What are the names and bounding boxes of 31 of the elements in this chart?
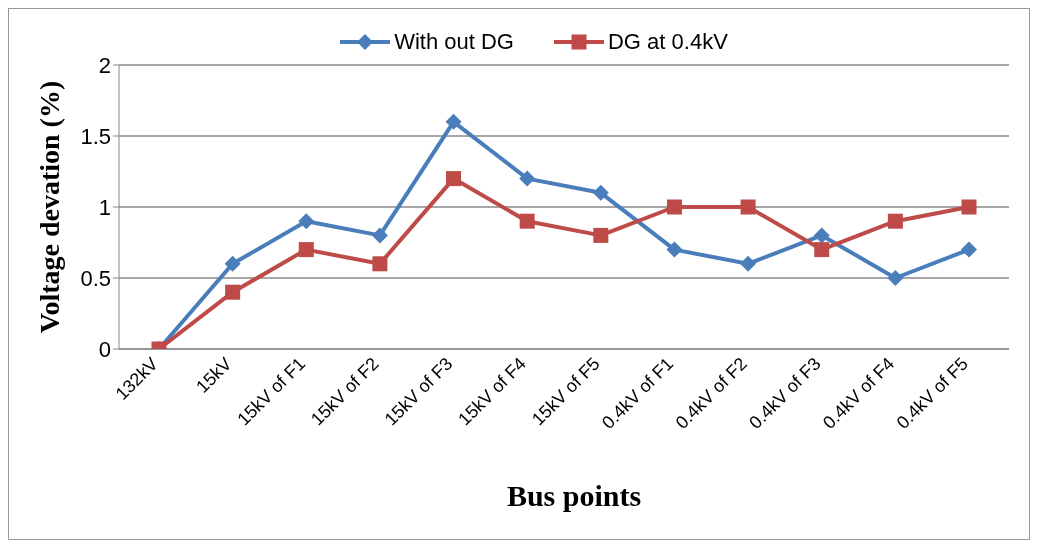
legend-label: With out DG bbox=[394, 29, 514, 55]
legend-label: DG at 0.4kV bbox=[607, 29, 728, 55]
point bbox=[446, 171, 462, 187]
point bbox=[519, 170, 536, 187]
point bbox=[666, 199, 682, 215]
y-tick-label: 2 bbox=[98, 52, 111, 78]
y-tick-label: 1 bbox=[98, 194, 111, 220]
point bbox=[592, 184, 609, 201]
point bbox=[961, 199, 977, 215]
point bbox=[371, 227, 388, 244]
y-tick-label: 1.5 bbox=[80, 123, 111, 149]
point bbox=[813, 227, 830, 244]
point bbox=[372, 256, 388, 272]
point bbox=[740, 199, 756, 215]
x-axis-title: Bus points bbox=[505, 479, 643, 513]
point bbox=[887, 213, 903, 229]
point bbox=[666, 241, 683, 258]
point bbox=[887, 270, 904, 286]
point bbox=[740, 255, 757, 272]
y-tick-label: 0 bbox=[98, 336, 111, 362]
point bbox=[519, 213, 535, 229]
point bbox=[814, 242, 830, 258]
point bbox=[224, 255, 241, 272]
point bbox=[225, 284, 241, 300]
point bbox=[445, 113, 462, 130]
y-tick-label: 0.5 bbox=[80, 265, 111, 291]
y-axis-title: Voltage devation (%) bbox=[33, 80, 65, 334]
point bbox=[298, 242, 314, 258]
point bbox=[298, 213, 315, 230]
point bbox=[593, 227, 609, 243]
point bbox=[961, 241, 977, 258]
